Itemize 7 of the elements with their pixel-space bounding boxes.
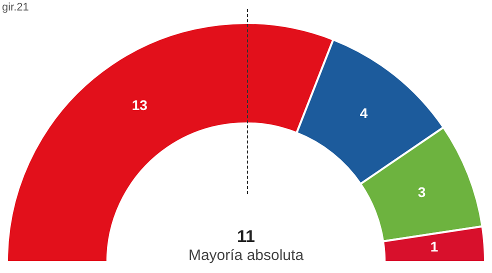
data-label: 1	[430, 238, 438, 255]
data-label: 3	[418, 184, 426, 200]
text: 11	[237, 227, 255, 246]
data-label: 13	[132, 96, 148, 113]
data-label: 4	[360, 105, 368, 122]
text: gir.21	[2, 2, 29, 14]
text: Mayoría absoluta	[188, 247, 304, 264]
